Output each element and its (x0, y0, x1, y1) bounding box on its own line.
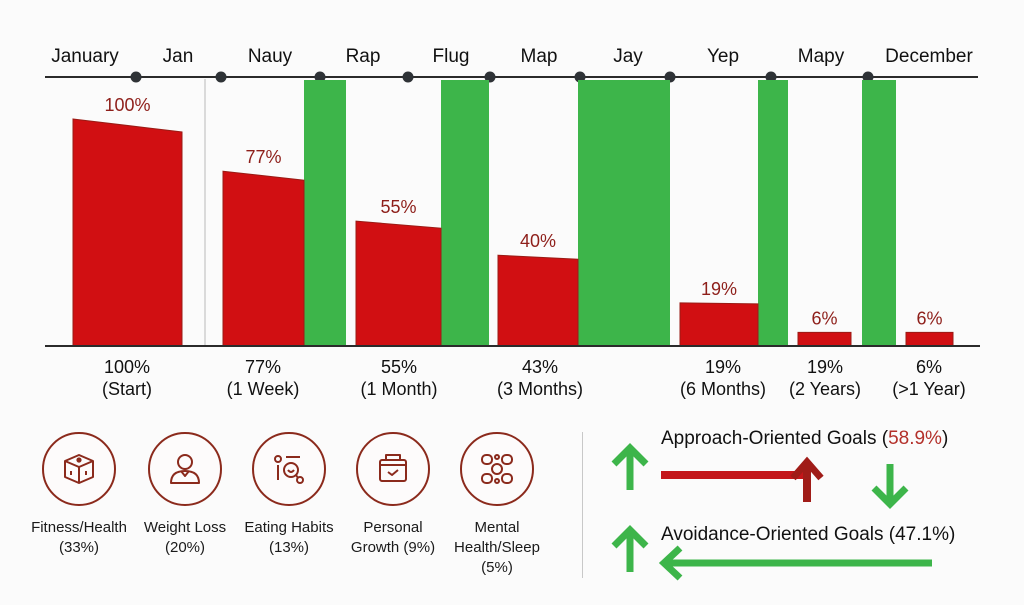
category-weight-loss: Weight Loss (20%) (130, 432, 240, 558)
axis-pct-label: 6% (916, 357, 942, 377)
axis-pct-label: 100% (104, 357, 150, 377)
timeline-dot (402, 71, 414, 83)
bar-data-label: 77% (245, 147, 281, 167)
timeline-label: Yep (707, 46, 739, 67)
bar-data-label: 100% (104, 95, 150, 115)
flower-icon (481, 454, 513, 484)
avoidance-arrow-icon (658, 545, 932, 581)
category-fitness-health: Fitness/Health (33%) (24, 432, 134, 558)
timeline-label: Map (521, 46, 558, 67)
timeline-label: December (885, 46, 973, 67)
category-name: Fitness/Health (31, 519, 127, 536)
food-search-icon (274, 455, 304, 484)
timeline-dot (484, 71, 496, 83)
green-bar (862, 80, 896, 346)
category-eating-habits: Eating Habits (13%) (234, 432, 344, 558)
goal-categories: Fitness/Health (33%) Weight Loss (20%) (30, 432, 550, 576)
cube-icon (64, 454, 94, 484)
red-bar (679, 302, 759, 347)
timeline-dot (765, 71, 777, 83)
arrow-up-icon (611, 525, 649, 572)
timeline-dot (574, 71, 586, 83)
bar-data-label: 6% (811, 308, 837, 328)
red-bar (497, 254, 579, 347)
category-name: Weight Loss (143, 519, 227, 536)
axis-pct-label: 19% (807, 357, 843, 377)
axis-period-label: (6 Months) (680, 379, 766, 399)
timeline-dot (314, 71, 326, 83)
red-bar (355, 220, 442, 347)
red-bar (797, 331, 852, 347)
timeline-label: Flug (433, 46, 470, 67)
green-bar (758, 80, 788, 346)
person-icon (170, 454, 200, 484)
timeline-label: Jay (613, 46, 643, 67)
category-pct: Growth (9%) (350, 539, 436, 556)
bar-data-label: 40% (520, 231, 556, 251)
bar-data-label: 6% (916, 308, 942, 328)
timeline-label: Jan (163, 46, 194, 67)
bar-data-label: 19% (701, 279, 737, 299)
briefcase-check-icon (379, 454, 407, 482)
category-pct: (20%) (164, 539, 205, 556)
approach-arrow-icon (661, 456, 824, 502)
green-bar (304, 80, 346, 346)
approach-goals-title: Approach-Oriented Goals (58.9%) (661, 428, 949, 449)
category-name: Mental (474, 519, 520, 536)
axis-period-label: (3 Months) (497, 379, 583, 399)
category-personal-growth: Personal Growth (9%) (338, 432, 448, 558)
red-bar (222, 170, 305, 347)
axis-pct-label: 55% (381, 357, 417, 377)
axis-period-label: (Start) (102, 379, 152, 399)
red-bar (905, 331, 954, 347)
red-bar (72, 118, 183, 347)
arrow-up-icon (611, 443, 649, 490)
axis-pct-label: 43% (522, 357, 558, 377)
timeline-dot (664, 71, 676, 83)
axis-pct-label: 77% (245, 357, 281, 377)
axis-pct-label: 19% (705, 357, 741, 377)
goal-arrows (611, 443, 932, 581)
timeline-label: Nauy (248, 46, 293, 67)
category-name: Eating Habits (244, 519, 334, 536)
arrow-down-icon (871, 464, 909, 509)
green-bar (578, 80, 670, 346)
green-bar (441, 80, 489, 346)
bar-data-label: 55% (380, 197, 416, 217)
bar-chart: January Jan Nauy Rap Flug Map Jay Yep Mapy Decemb… (45, 46, 980, 399)
timeline-label: Mapy (798, 46, 845, 67)
timeline-label: Rap (346, 46, 381, 67)
category-mental-health-sleep: Mental Health/Sleep (5%) (442, 432, 552, 578)
section-divider (582, 432, 583, 578)
category-pct: (33%) (58, 539, 99, 556)
axis-period-label: (1 Week) (227, 379, 300, 399)
timeline-dot (130, 71, 142, 83)
category-pct: Health/Sleep (5%) (454, 539, 540, 576)
avoidance-goals-title: Avoidance-Oriented Goals (47.1%) (661, 524, 956, 545)
timeline-label: January (51, 46, 119, 67)
category-pct: (13%) (268, 539, 309, 556)
timeline-dot (862, 71, 874, 83)
timeline-dot (215, 71, 227, 83)
axis-period-label: (1 Month) (360, 379, 437, 399)
approach-goals-pct: 58.9% (888, 428, 942, 449)
axis-period-label: (>1 Year) (892, 379, 966, 399)
category-name: Personal (363, 519, 423, 536)
axis-period-label: (2 Years) (789, 379, 861, 399)
